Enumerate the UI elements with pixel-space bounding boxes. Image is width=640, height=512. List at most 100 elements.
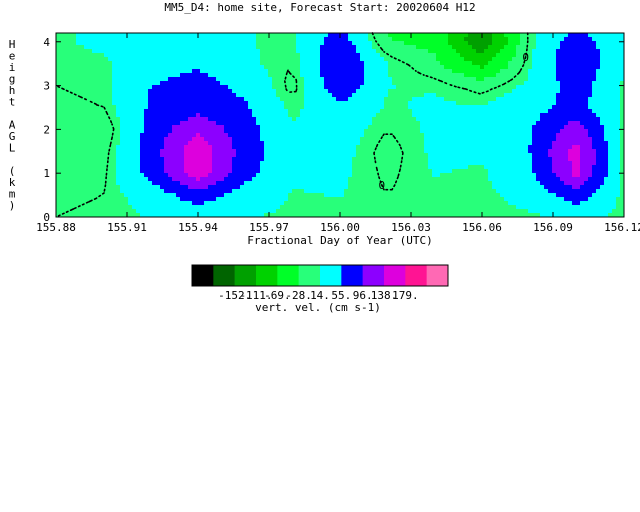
heatmap-cell bbox=[160, 189, 165, 194]
heatmap-cell bbox=[56, 37, 61, 42]
heatmap-cell bbox=[232, 109, 237, 114]
heatmap-cell bbox=[156, 109, 161, 114]
heatmap-cell bbox=[268, 153, 273, 158]
heatmap-cell bbox=[248, 77, 253, 82]
heatmap-cell bbox=[236, 125, 241, 130]
heatmap-cell bbox=[380, 61, 385, 66]
heatmap-cell bbox=[468, 49, 473, 54]
heatmap-cell bbox=[140, 201, 145, 206]
heatmap-cell bbox=[152, 173, 157, 178]
heatmap-cell bbox=[336, 181, 341, 186]
heatmap-cell bbox=[348, 121, 353, 126]
heatmap-cell bbox=[312, 193, 317, 198]
heatmap-cell bbox=[384, 97, 389, 102]
heatmap-cell bbox=[336, 145, 341, 150]
heatmap-cell bbox=[116, 113, 121, 118]
heatmap-cell bbox=[208, 49, 213, 54]
heatmap-cell bbox=[384, 53, 389, 58]
heatmap-cell bbox=[336, 129, 341, 134]
heatmap-cell bbox=[192, 193, 197, 198]
heatmap-cell bbox=[324, 45, 329, 50]
heatmap-cell bbox=[88, 113, 93, 118]
heatmap-cell bbox=[376, 181, 381, 186]
heatmap-cell bbox=[480, 97, 485, 102]
heatmap-cell bbox=[356, 133, 361, 138]
heatmap-cell bbox=[236, 177, 241, 182]
heatmap-cell bbox=[360, 113, 365, 118]
heatmap-cell bbox=[80, 189, 85, 194]
heatmap-cell bbox=[68, 77, 73, 82]
heatmap-cell bbox=[300, 45, 305, 50]
heatmap-cell bbox=[188, 53, 193, 58]
heatmap-cell bbox=[200, 57, 205, 62]
heatmap-cell bbox=[300, 137, 305, 142]
heatmap-cell bbox=[356, 69, 361, 74]
heatmap-cell bbox=[164, 69, 169, 74]
heatmap-cell bbox=[460, 57, 465, 62]
heatmap-cell bbox=[152, 177, 157, 182]
heatmap-cell bbox=[400, 65, 405, 70]
heatmap-cell bbox=[436, 189, 441, 194]
heatmap-cell bbox=[416, 81, 421, 86]
heatmap-cell bbox=[192, 73, 197, 78]
heatmap-cell bbox=[232, 169, 237, 174]
heatmap-cell bbox=[160, 177, 165, 182]
heatmap-cell bbox=[300, 101, 305, 106]
heatmap-cell bbox=[276, 165, 281, 170]
heatmap-cell bbox=[284, 201, 289, 206]
heatmap-cell bbox=[408, 85, 413, 90]
heatmap-cell bbox=[312, 53, 317, 58]
heatmap-cell bbox=[268, 125, 273, 130]
heatmap-cell bbox=[312, 57, 317, 62]
heatmap-cell bbox=[352, 129, 357, 134]
heatmap-cell bbox=[184, 65, 189, 70]
heatmap-cell bbox=[88, 109, 93, 114]
heatmap-cell bbox=[236, 65, 241, 70]
heatmap-cell bbox=[296, 41, 301, 46]
heatmap-cell bbox=[320, 61, 325, 66]
heatmap-cell bbox=[204, 149, 209, 154]
heatmap-cell bbox=[240, 105, 245, 110]
heatmap-cell bbox=[256, 49, 261, 54]
heatmap-cell bbox=[324, 153, 329, 158]
heatmap-cell bbox=[136, 169, 141, 174]
heatmap-cell bbox=[364, 169, 369, 174]
heatmap-cell bbox=[68, 37, 73, 42]
heatmap-cell bbox=[160, 65, 165, 70]
heatmap-cell bbox=[456, 173, 461, 178]
heatmap-cell bbox=[304, 33, 309, 38]
heatmap-cell bbox=[64, 81, 69, 86]
heatmap-cell bbox=[432, 45, 437, 50]
heatmap-cell bbox=[240, 157, 245, 162]
heatmap-cell bbox=[228, 117, 233, 122]
heatmap-cell bbox=[364, 97, 369, 102]
heatmap-cell bbox=[84, 41, 89, 46]
heatmap-cell bbox=[132, 69, 137, 74]
heatmap-cell bbox=[344, 189, 349, 194]
heatmap-cell bbox=[132, 93, 137, 98]
heatmap-cell bbox=[460, 205, 465, 210]
heatmap-cell bbox=[288, 41, 293, 46]
heatmap-cell bbox=[96, 49, 101, 54]
heatmap-cell bbox=[404, 169, 409, 174]
heatmap-cell bbox=[328, 69, 333, 74]
heatmap-cell bbox=[376, 57, 381, 62]
heatmap-cell bbox=[84, 157, 89, 162]
heatmap-cell bbox=[216, 101, 221, 106]
heatmap-cell bbox=[416, 201, 421, 206]
heatmap-cell bbox=[340, 193, 345, 198]
heatmap-cell bbox=[260, 33, 265, 38]
heatmap-cell bbox=[148, 101, 153, 106]
heatmap-cell bbox=[420, 113, 425, 118]
heatmap-cell bbox=[240, 37, 245, 42]
heatmap-cell bbox=[180, 173, 185, 178]
heatmap-cell bbox=[88, 133, 93, 138]
heatmap-cell bbox=[132, 105, 137, 110]
heatmap-cell bbox=[396, 97, 401, 102]
heatmap-cell bbox=[484, 93, 489, 98]
heatmap-cell bbox=[336, 121, 341, 126]
heatmap-cell bbox=[368, 69, 373, 74]
heatmap-cell bbox=[144, 129, 149, 134]
heatmap-cell bbox=[480, 169, 485, 174]
heatmap-cell bbox=[284, 213, 289, 218]
